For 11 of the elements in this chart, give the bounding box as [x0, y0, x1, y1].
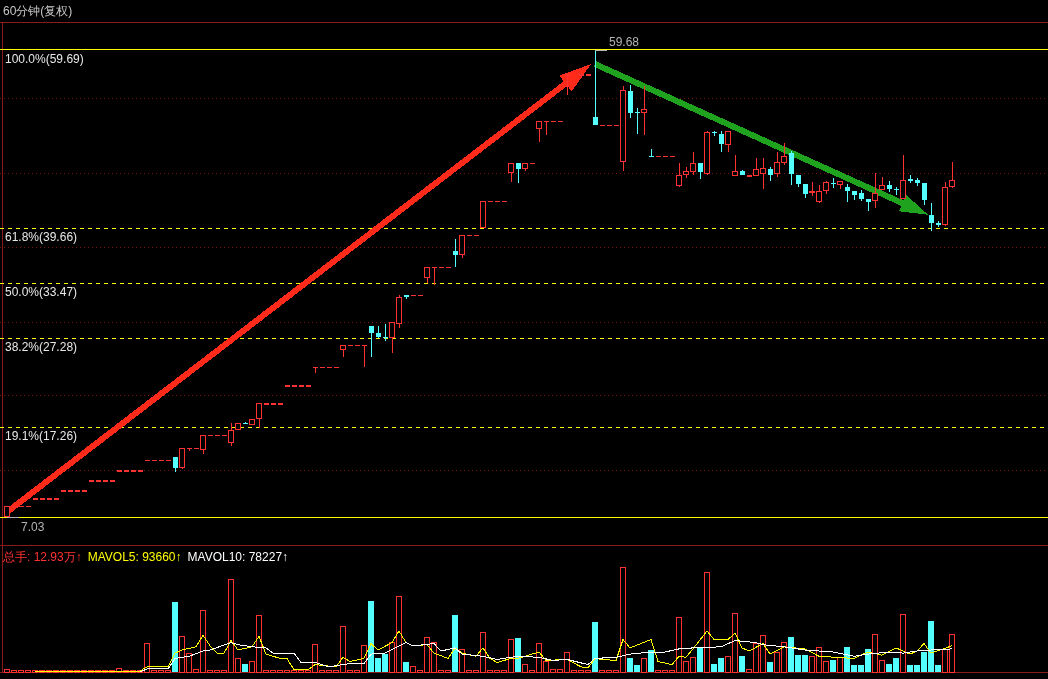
ref-line-label: 19.1%(17.26) — [5, 429, 78, 444]
text: 总手: 12.93万↑ — [2, 550, 82, 564]
title: 60分钟(复权) — [3, 4, 73, 18]
text: MAVOL10: 78227↑ — [187, 550, 289, 564]
annotation: 59.68 — [609, 35, 640, 50]
ref-line-label: 61.8%(39.66) — [5, 230, 78, 244]
text: MAVOL5: 93660↑ — [87, 550, 182, 564]
ref-line-label: 50.0%(33.47) — [5, 285, 78, 300]
annotation: 7.03 — [21, 519, 45, 534]
ref-line-label: 38.2%(27.28) — [5, 340, 78, 355]
ref-line-label: 100.0%(59.69) — [5, 51, 84, 66]
